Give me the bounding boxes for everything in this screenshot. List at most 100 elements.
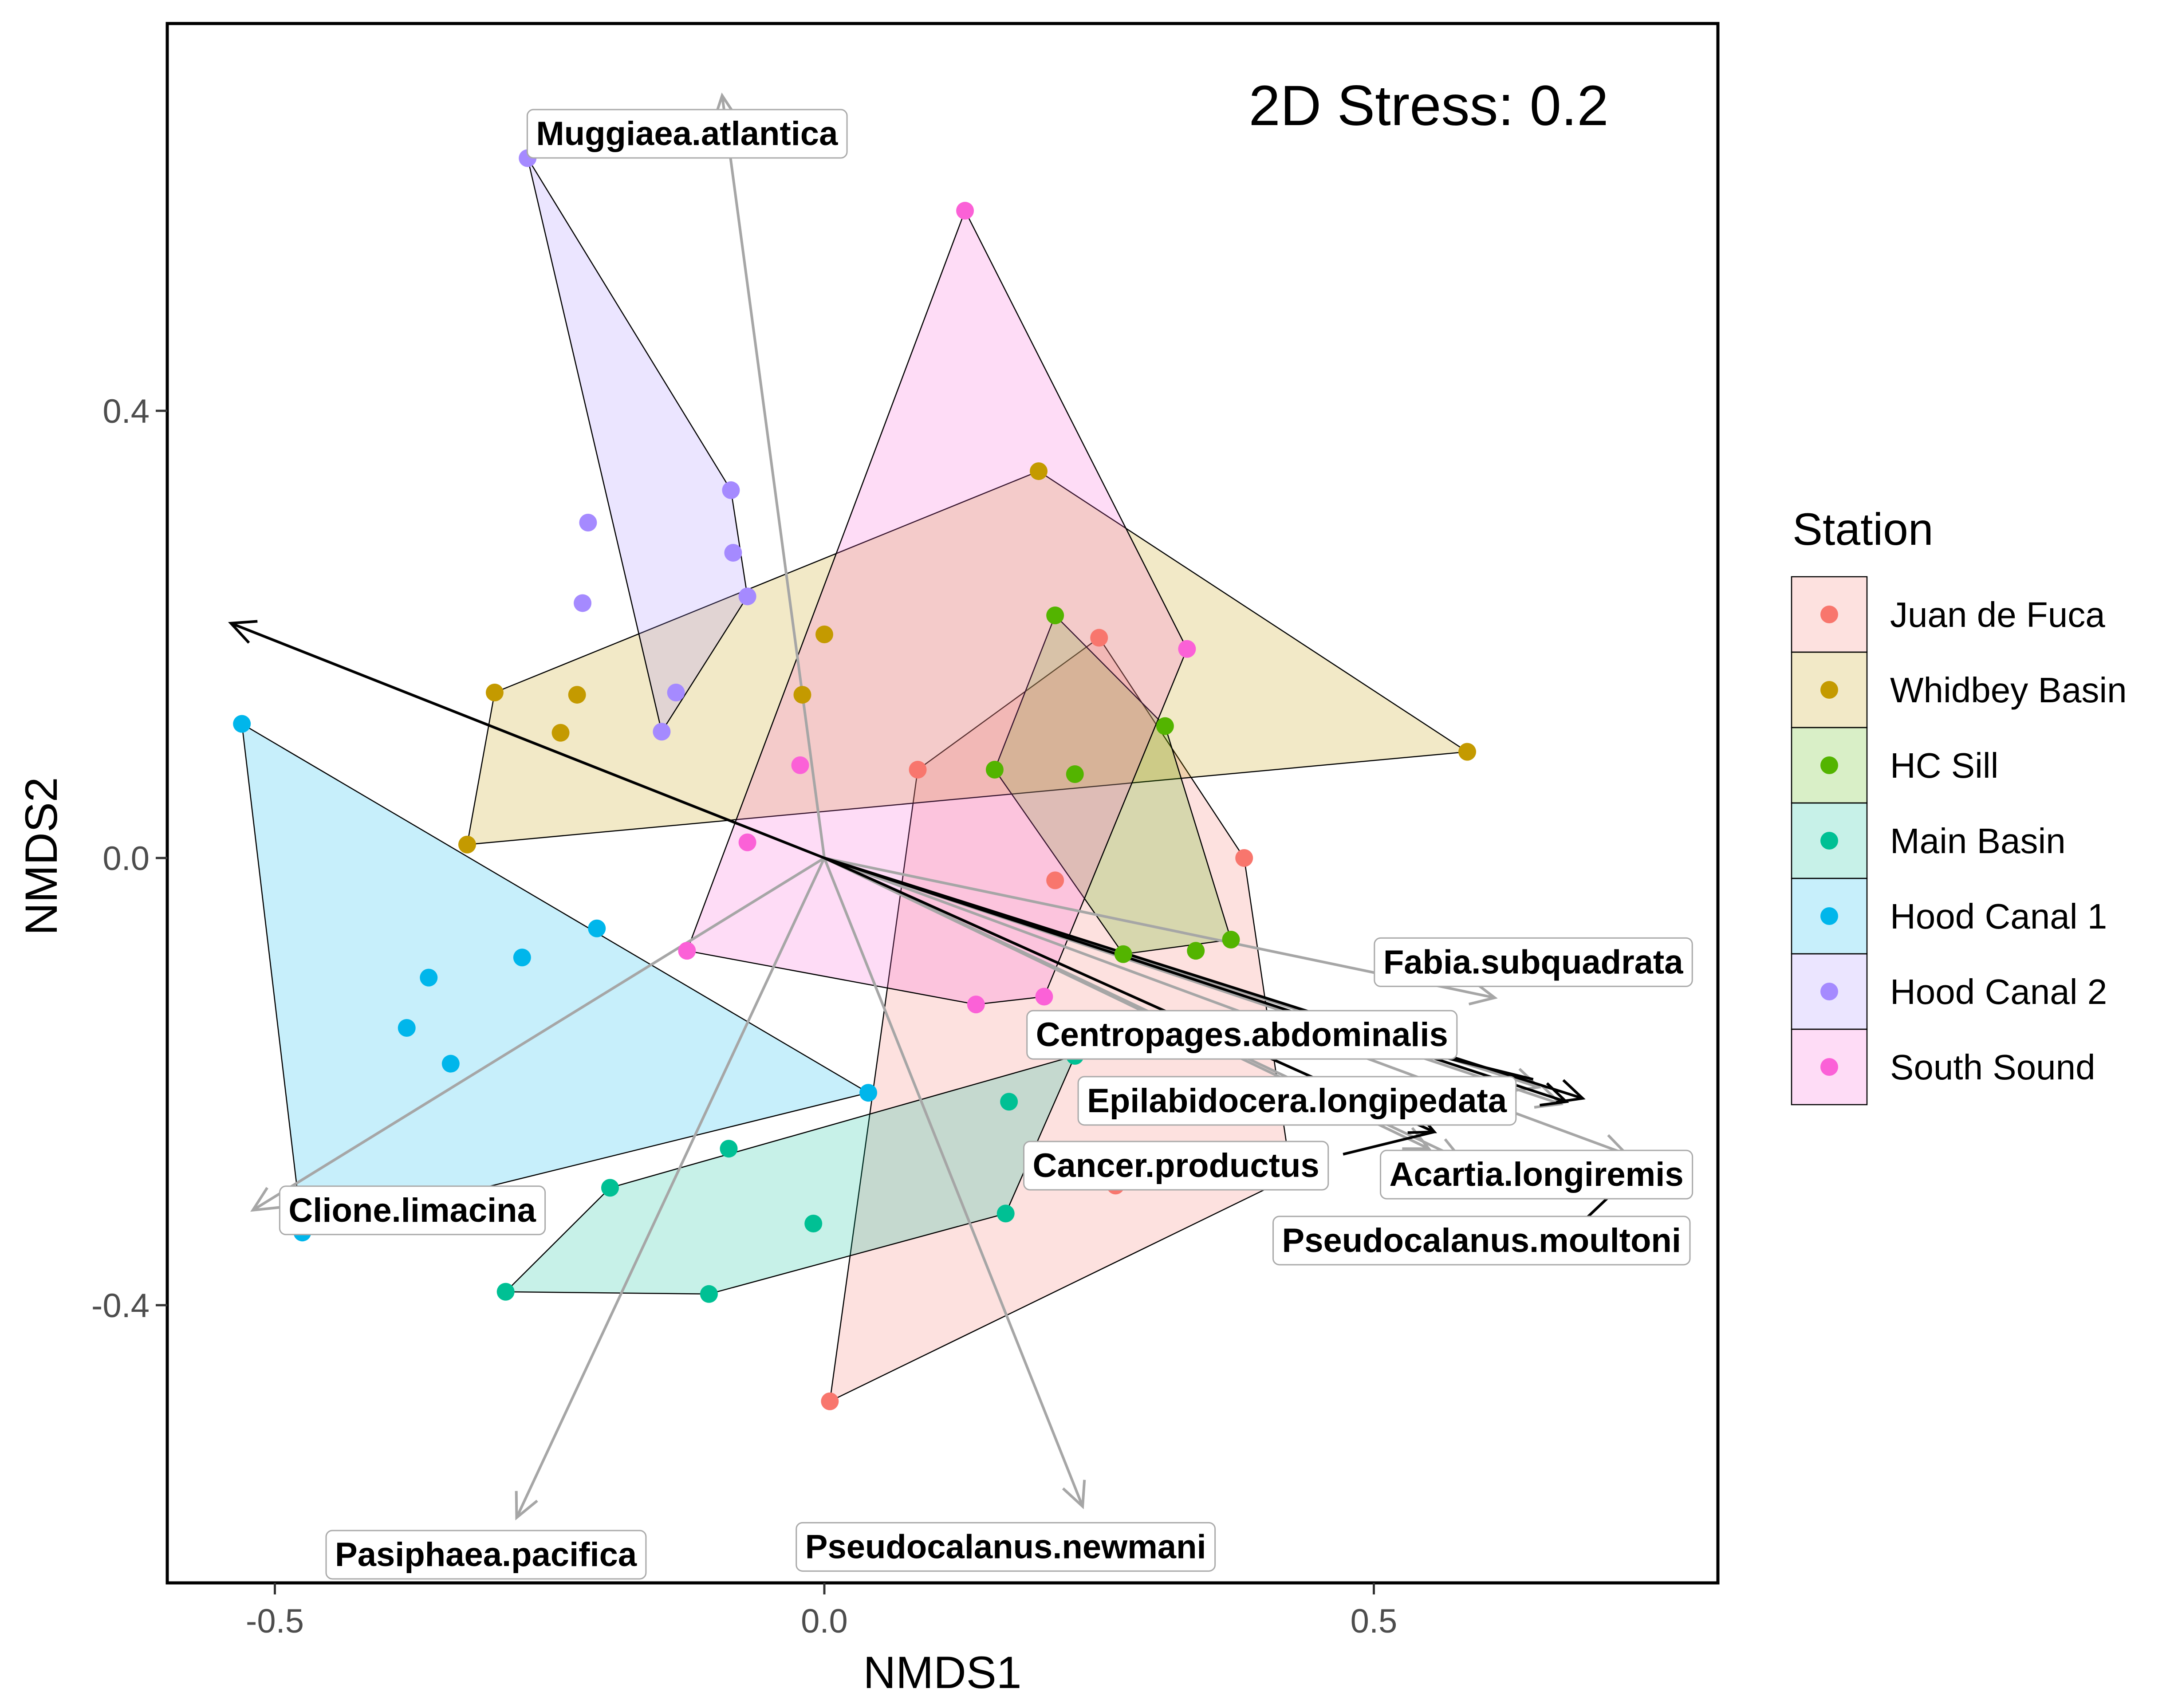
point-hood-canal-1-4 (398, 1019, 416, 1037)
point-whidbey-basin-1 (1458, 743, 1477, 761)
hull-south-sound (686, 209, 1188, 1005)
point-south-sound-3 (738, 833, 756, 851)
legend-item-main-basin: Main Basin (1791, 802, 2066, 879)
plot-area: Muggiaea.atlantica Fabia.subquadrata Centr… (228, 92, 1694, 1580)
legend-item-south-sound: South Sound (1791, 1028, 2095, 1106)
point-hood-canal-2-3 (724, 544, 742, 562)
legend-item-hc-sill: HC Sill (1791, 727, 1998, 804)
legend-items: Juan de Fuca Whidbey Basin HC Sill Main Bas… (1791, 576, 2127, 1106)
vector-label-box (1023, 1141, 1329, 1191)
vector-clione-limacina (250, 857, 825, 1212)
vector-label-text: Pseudocalanus.moultoni (1282, 1222, 1681, 1259)
vector-unlabeled-12-shaft (824, 857, 1567, 1103)
point-whidbey-basin-4 (568, 686, 586, 704)
legend-key-dot (1820, 681, 1838, 699)
vector-pseudocalanus-newmani-shaft (823, 857, 1084, 1507)
legend-key-dot (1820, 832, 1838, 850)
point-juan-de-fuca-0 (1090, 629, 1108, 647)
vector-unlabeled-10-head (228, 620, 258, 644)
legend-label: Main Basin (1890, 821, 2066, 861)
vector-pasiphaea-pacifica-shaft (515, 857, 826, 1519)
vector-label-box (526, 109, 848, 159)
point-south-sound-4 (678, 942, 696, 960)
legend: Station Juan de Fuca Whidbey Basin HC Sill… (1791, 504, 2127, 1106)
point-main-basin-4 (804, 1215, 823, 1233)
vector-label-text: Fabia.subquadrata (1383, 943, 1683, 981)
vector-pseudocalanus-newmani-head (1062, 1480, 1086, 1510)
point-whidbey-basin-0 (1030, 462, 1048, 480)
legend-label: Hood Canal 2 (1890, 972, 2107, 1011)
legend-label: Hood Canal 1 (1890, 897, 2107, 936)
point-hc-sill-4 (1222, 930, 1240, 948)
point-hood-canal-1-1 (588, 919, 606, 937)
vector-label-text: Clione.limacina (288, 1192, 536, 1229)
vector-label-acartia-longiremis: Acartia.longiremis (1380, 1149, 1694, 1200)
vector-unlabeled-13-shaft (824, 857, 1583, 1100)
vector-unlabeled-13-head (1556, 1079, 1586, 1104)
vector-label-box (1026, 1010, 1458, 1060)
vector-label-clione-limacina: Clione.limacina (279, 1185, 546, 1236)
vector-muggiaea-atlantica-shaft (721, 95, 826, 858)
x-axis-ticks: -0.5 0.0 0.5 (246, 1583, 1397, 1640)
vector-label-centropages-abdominalis: Centropages.abdominalis (1026, 1010, 1458, 1060)
point-hood-canal-1-2 (513, 948, 531, 967)
vector-label-box (796, 1522, 1216, 1572)
point-south-sound-2 (791, 756, 809, 774)
vector-label-text: Cancer.productus (1033, 1147, 1319, 1185)
vector-label-text: Centropages.abdominalis (1036, 1016, 1448, 1054)
legend-key-dot (1820, 1058, 1838, 1076)
hull-hood-canal-1 (241, 723, 870, 1233)
point-hood-canal-2-6 (667, 684, 685, 702)
point-south-sound-6 (1035, 988, 1053, 1006)
vector-label-text: Pseudocalanus.newmani (805, 1528, 1206, 1566)
legend-key-dot (1820, 983, 1838, 1000)
point-hc-sill-0 (1046, 606, 1064, 625)
legend-item-hood-canal-2: Hood Canal 2 (1791, 953, 2107, 1030)
point-whidbey-basin-5 (551, 724, 570, 742)
plot-frame (165, 22, 1720, 1585)
vector-label-box (1380, 1149, 1694, 1200)
vector-pasiphaea-pacifica (515, 857, 826, 1521)
legend-item-juan-de-fuca: Juan de Fuca (1791, 576, 2105, 653)
x-tick-label: 0.0 (801, 1602, 848, 1640)
y-tick-label: 0.4 (102, 393, 150, 430)
x-tick-label: 0.5 (1351, 1602, 1398, 1640)
y-tick-label: -0.4 (91, 1287, 150, 1325)
point-whidbey-basin-6 (815, 626, 833, 643)
legend-label: Whidbey Basin (1890, 670, 2127, 710)
vector-label-box (325, 1530, 647, 1580)
vector-label-layer: Muggiaea.atlantica Fabia.subquadrata Centr… (279, 109, 1694, 1580)
y-axis-ticks: -0.4 0.0 0.4 (91, 393, 167, 1325)
vector-label-pseudocalanus-newmani: Pseudocalanus.newmani (796, 1522, 1216, 1572)
point-hood-canal-2-7 (653, 723, 671, 741)
point-main-basin-2 (720, 1140, 738, 1158)
point-hc-sill-2 (985, 760, 1004, 779)
legend-key-dot (1820, 756, 1838, 774)
point-hood-canal-2-1 (722, 481, 740, 499)
point-hc-sill-5 (1187, 942, 1205, 960)
point-juan-de-fuca-3 (1046, 871, 1064, 889)
point-south-sound-5 (967, 996, 985, 1014)
point-hc-sill-6 (1114, 945, 1132, 963)
legend-label: Juan de Fuca (1890, 595, 2105, 634)
vector-clione-limacina-shaft (252, 857, 825, 1212)
point-hc-sill-3 (1066, 765, 1084, 783)
point-main-basin-1 (1000, 1093, 1018, 1111)
vector-label-pseudocalanus-moultoni: Pseudocalanus.moultoni (1272, 1216, 1691, 1266)
point-hood-canal-1-6 (859, 1084, 878, 1102)
point-hood-canal-2-2 (579, 514, 597, 531)
x-axis-title: NMDS1 (863, 1647, 1021, 1698)
point-hood-canal-1-3 (420, 968, 438, 987)
vector-label-cancer-productus: Cancer.productus (1023, 1141, 1329, 1191)
point-whidbey-basin-2 (458, 835, 476, 854)
point-hood-canal-2-5 (574, 594, 592, 612)
vector-label-box (279, 1185, 546, 1236)
vector-unlabeled-10 (228, 620, 825, 859)
vector-label-box (1374, 937, 1693, 987)
legend-title: Station (1792, 504, 1934, 555)
point-whidbey-basin-7 (793, 686, 811, 704)
point-hood-canal-1-5 (441, 1055, 460, 1073)
legend-key (1791, 727, 1868, 804)
vector-label-box (1272, 1216, 1691, 1266)
